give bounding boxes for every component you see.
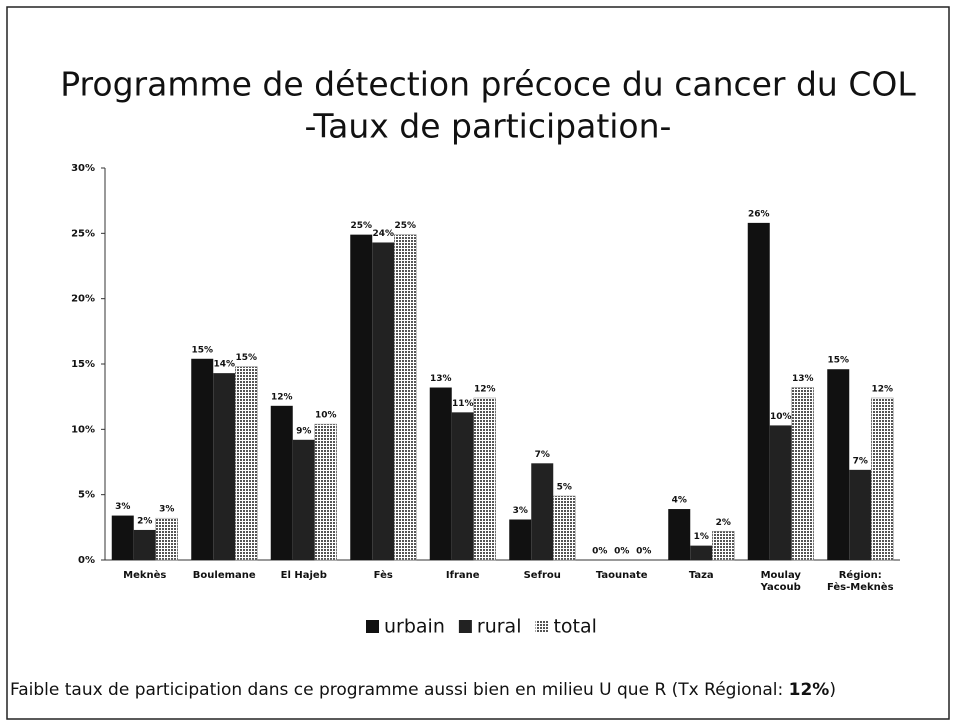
x-tick-label: El Hajeb xyxy=(280,570,327,581)
bar xyxy=(690,545,713,560)
bar xyxy=(111,515,134,560)
bar xyxy=(553,495,576,561)
value-label: 0% xyxy=(636,547,651,557)
y-tick-label: 0% xyxy=(78,555,95,566)
legend-label: rural xyxy=(477,616,522,638)
bar xyxy=(429,387,452,560)
bar xyxy=(791,387,814,561)
bar xyxy=(394,234,417,561)
value-label: 12% xyxy=(871,384,893,394)
value-label: 2% xyxy=(137,516,152,526)
x-tick-label: Taza xyxy=(688,570,714,581)
bar xyxy=(372,242,395,561)
value-label: 10% xyxy=(770,412,792,422)
value-label: 3% xyxy=(159,505,174,515)
bar xyxy=(769,425,792,560)
x-tick-label: Sefrou xyxy=(523,570,561,581)
bar xyxy=(451,412,474,560)
x-tick-label: Région: Fès-Meknès xyxy=(826,570,894,593)
value-label: 15% xyxy=(235,353,257,363)
value-label: 26% xyxy=(748,209,770,219)
value-label: 11% xyxy=(452,399,474,409)
x-tick-label: Boulemane xyxy=(192,570,256,581)
bar xyxy=(712,531,735,561)
bar xyxy=(827,369,850,560)
value-label: 12% xyxy=(474,384,496,394)
value-label: 15% xyxy=(827,356,849,366)
y-tick-label: 30% xyxy=(71,163,95,174)
bar xyxy=(871,397,894,561)
x-tick-label: Meknès xyxy=(123,570,167,581)
value-label: 0% xyxy=(614,547,629,557)
legend-label: urbain xyxy=(384,616,445,638)
footer-text: Faible taux de participation dans ce pro… xyxy=(10,680,789,700)
x-tick-label: Taounate xyxy=(595,570,648,581)
slide-frame xyxy=(6,6,950,720)
value-label: 3% xyxy=(513,506,528,516)
bar xyxy=(473,397,496,561)
y-tick-label: 5% xyxy=(78,490,95,501)
y-tick-label: 20% xyxy=(71,294,95,305)
value-label: 4% xyxy=(672,496,687,506)
legend-label: total xyxy=(553,616,596,638)
y-tick-label: 25% xyxy=(71,228,95,239)
value-label: 13% xyxy=(792,374,814,384)
bar xyxy=(191,358,214,560)
value-label: 3% xyxy=(115,502,130,512)
value-label: 25% xyxy=(350,221,372,231)
bar xyxy=(747,222,770,560)
value-label: 9% xyxy=(296,426,311,436)
value-label: 1% xyxy=(694,532,709,542)
value-label: 0% xyxy=(592,547,607,557)
bar xyxy=(133,529,156,560)
bar xyxy=(314,423,337,561)
value-label: 24% xyxy=(372,229,394,239)
legend-swatch xyxy=(366,620,379,633)
value-label: 13% xyxy=(430,374,452,384)
footer-bold: 12% xyxy=(788,680,830,700)
bar xyxy=(531,463,554,560)
chart-title: Programme de détection précoce du cancer… xyxy=(60,65,916,104)
bar xyxy=(235,366,258,561)
value-label: 5% xyxy=(557,482,572,492)
y-tick-label: 15% xyxy=(71,359,95,370)
footer: Faible taux de participation dans ce pro… xyxy=(10,680,836,700)
value-label: 10% xyxy=(315,411,337,421)
legend-swatch xyxy=(458,620,472,633)
bar xyxy=(213,373,236,560)
y-tick-label: 10% xyxy=(71,424,95,435)
chart-subtitle: -Taux de participation- xyxy=(305,107,672,146)
value-label: 7% xyxy=(535,450,550,460)
bar xyxy=(270,405,293,560)
x-tick-label: Ifrane xyxy=(445,570,480,581)
bar xyxy=(350,234,373,560)
x-tick-label: Fès xyxy=(373,570,393,581)
bar xyxy=(849,469,872,560)
value-label: 15% xyxy=(191,345,213,355)
bar xyxy=(292,439,315,560)
bar xyxy=(155,517,178,561)
value-label: 25% xyxy=(394,221,416,231)
value-label: 7% xyxy=(853,456,868,466)
bar xyxy=(509,519,532,560)
footer-end: ) xyxy=(829,680,836,700)
value-label: 12% xyxy=(271,392,293,402)
x-tick-label: Moulay Yacoub xyxy=(760,570,801,593)
value-label: 14% xyxy=(213,360,235,370)
legend-swatch xyxy=(535,620,549,633)
bar xyxy=(668,509,691,560)
value-label: 2% xyxy=(716,518,731,528)
